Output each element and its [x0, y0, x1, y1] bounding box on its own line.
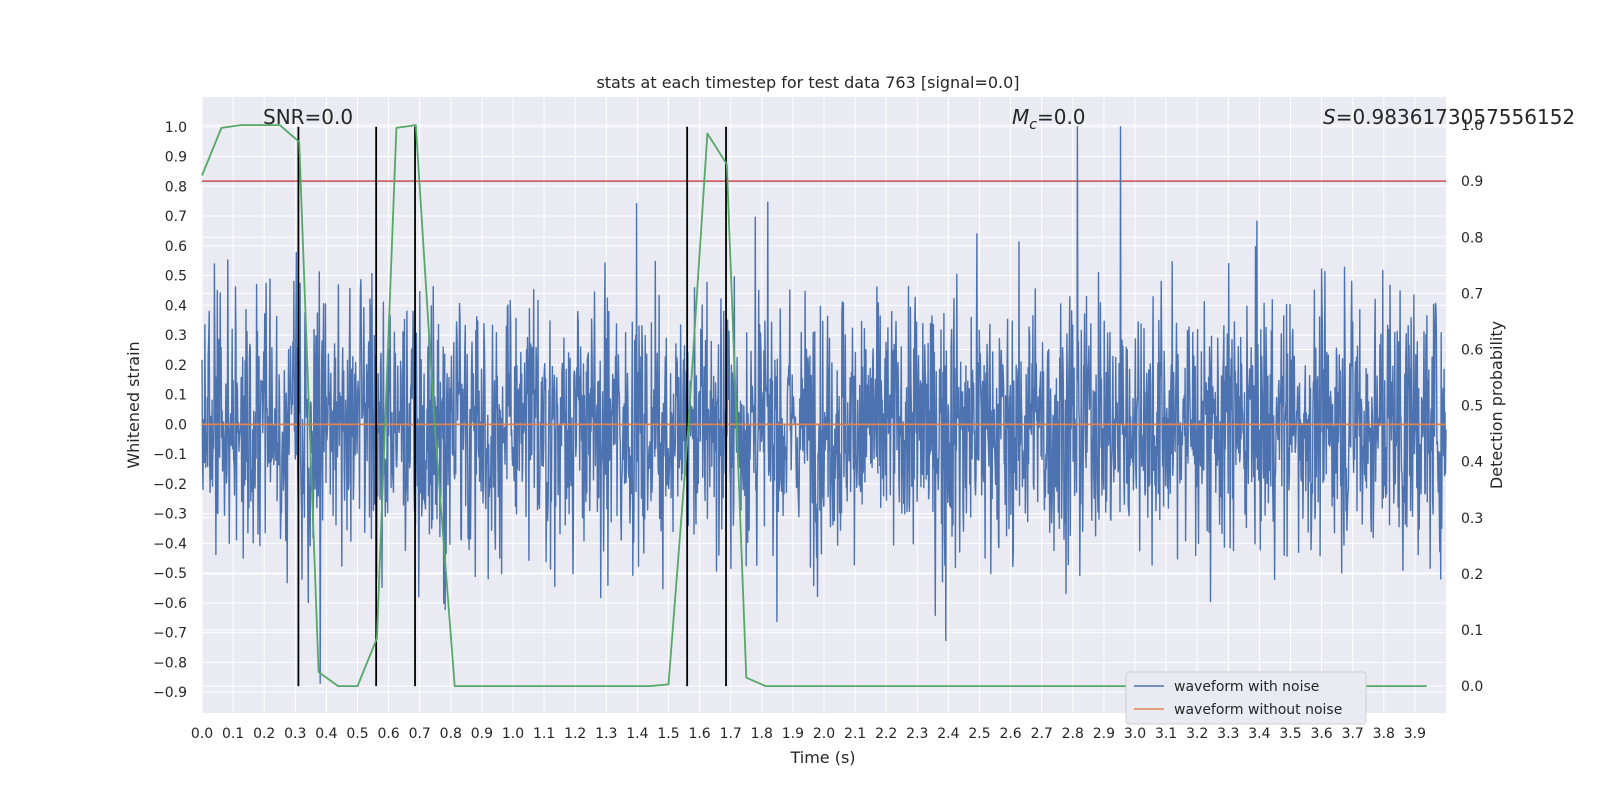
y-tick-label-7: 0.3 — [165, 328, 187, 344]
snr-annotation: SNR=0.0 — [263, 105, 353, 129]
x-tick-label-9: 0.9 — [471, 726, 493, 742]
y2-tick-label-8: 0.2 — [1461, 567, 1483, 583]
legend: waveform with noise waveform without noi… — [1125, 671, 1367, 725]
x-tick-label-1: 0.1 — [222, 726, 244, 742]
y-tick-label-11: −0.1 — [153, 447, 187, 463]
mc-value: =0.0 — [1037, 105, 1086, 129]
x-tick-label-18: 1.8 — [751, 726, 773, 742]
y2-tick-label-7: 0.3 — [1461, 511, 1483, 527]
x-tick-label-31: 3.1 — [1155, 726, 1177, 742]
y2-axis-label: Detection probability — [1487, 321, 1506, 489]
x-tick-label-5: 0.5 — [346, 726, 368, 742]
y2-tick-label-4: 0.6 — [1461, 342, 1483, 358]
y2-tick-label-5: 0.5 — [1461, 399, 1483, 415]
y2-tick-label-2: 0.8 — [1461, 230, 1483, 246]
y2-tick-label-1: 0.9 — [1461, 174, 1483, 190]
x-tick-label-3: 0.3 — [284, 726, 306, 742]
x-tick-label-28: 2.8 — [1062, 726, 1084, 742]
x-tick-label-4: 0.4 — [315, 726, 337, 742]
y2-tick-label-3: 0.7 — [1461, 286, 1483, 302]
x-tick-label-21: 2.1 — [844, 726, 866, 742]
x-tick-label-25: 2.5 — [968, 726, 990, 742]
s-annotation: S=0.9836173057556152 — [1323, 105, 1575, 129]
y-tick-label-6: 0.4 — [165, 298, 187, 314]
x-tick-label-20: 2.0 — [813, 726, 835, 742]
x-tick-label-17: 1.7 — [720, 726, 742, 742]
x-tick-label-0: 0.0 — [191, 726, 213, 742]
x-tick-label-35: 3.5 — [1279, 726, 1301, 742]
x-tick-label-22: 2.2 — [875, 726, 897, 742]
mc-symbol: M — [1012, 105, 1029, 129]
s-symbol: S — [1323, 105, 1336, 129]
x-tick-label-32: 3.2 — [1186, 726, 1208, 742]
legend-box — [1125, 671, 1367, 725]
y-tick-label-0: 1.0 — [165, 120, 187, 136]
y2-tick-label-6: 0.4 — [1461, 455, 1483, 471]
waveform-with-noise-series — [201, 126, 1447, 684]
y-tick-label-10: 0.0 — [165, 417, 187, 433]
x-tick-label-16: 1.6 — [688, 726, 710, 742]
x-tick-label-2: 0.2 — [253, 726, 275, 742]
chart-title: stats at each timestep for test data 763… — [596, 73, 1019, 92]
x-tick-label-29: 2.9 — [1093, 726, 1115, 742]
y2-tick-labels: 1.0 0.9 0.8 0.7 0.6 0.5 0.4 0.3 0.2 0.1 0.0 — [1461, 118, 1483, 695]
x-tick-label-14: 1.4 — [626, 726, 648, 742]
y-tick-label-17: −0.7 — [153, 626, 187, 642]
legend-label-clean: waveform without noise — [1174, 702, 1342, 718]
y-tick-label-14: −0.4 — [153, 536, 187, 552]
x-tick-label-10: 1.0 — [502, 726, 524, 742]
legend-label-noise: waveform with noise — [1174, 679, 1319, 695]
x-tick-label-33: 3.3 — [1217, 726, 1239, 742]
y-tick-label-12: −0.2 — [153, 477, 187, 493]
x-tick-label-13: 1.3 — [595, 726, 617, 742]
x-tick-label-30: 3.0 — [1124, 726, 1146, 742]
x-tick-label-34: 3.4 — [1248, 726, 1270, 742]
x-tick-label-36: 3.6 — [1310, 726, 1332, 742]
x-tick-label-27: 2.7 — [1031, 726, 1053, 742]
y-tick-label-5: 0.5 — [165, 269, 187, 285]
x-tick-label-38: 3.8 — [1373, 726, 1395, 742]
y-tick-label-4: 0.6 — [165, 239, 187, 255]
x-tick-label-8: 0.8 — [440, 726, 462, 742]
x-tick-label-7: 0.7 — [409, 726, 431, 742]
y-tick-label-8: 0.2 — [165, 358, 187, 374]
x-tick-label-15: 1.5 — [657, 726, 679, 742]
waveform-with-noise-line — [201, 126, 1447, 684]
x-tick-label-39: 3.9 — [1404, 726, 1426, 742]
x-tick-label-24: 2.4 — [937, 726, 959, 742]
x-tick-label-12: 1.2 — [564, 726, 586, 742]
mc-subscript: c — [1029, 117, 1037, 133]
y-tick-label-15: −0.5 — [153, 566, 187, 582]
x-tick-label-19: 1.9 — [782, 726, 804, 742]
y-tick-labels: 1.0 0.9 0.8 0.7 0.6 0.5 0.4 0.3 0.2 0.1 0.0 −0.1 −0.… — [153, 120, 187, 701]
y-tick-label-9: 0.1 — [165, 388, 187, 404]
x-tick-label-23: 2.3 — [906, 726, 928, 742]
y2-tick-label-0: 1.0 — [1461, 118, 1483, 134]
y-tick-label-16: −0.6 — [153, 596, 187, 612]
s-value: =0.9836173057556152 — [1336, 105, 1575, 129]
y2-tick-label-10: 0.0 — [1461, 679, 1483, 695]
x-tick-labels: 0.0 0.1 0.2 0.3 0.4 0.5 0.6 0.7 0.8 0.9 1.0 1.1 1.2 1… — [191, 726, 1426, 742]
y-tick-label-2: 0.8 — [165, 179, 187, 195]
mc-annotation: Mc=0.0 — [1012, 105, 1086, 133]
x-tick-label-26: 2.6 — [999, 726, 1021, 742]
x-tick-label-37: 3.7 — [1342, 726, 1364, 742]
y-tick-label-3: 0.7 — [165, 209, 187, 225]
y-tick-label-13: −0.3 — [153, 507, 187, 523]
y2-tick-label-9: 0.1 — [1461, 623, 1483, 639]
y-axis-label: Whitened strain — [124, 341, 143, 468]
y-tick-label-18: −0.8 — [153, 655, 187, 671]
vertical-markers — [297, 126, 727, 687]
y-tick-label-19: −0.9 — [153, 685, 187, 701]
y-tick-label-1: 0.9 — [165, 150, 187, 166]
x-axis-label: Time (s) — [789, 748, 855, 767]
x-tick-label-6: 0.6 — [377, 726, 399, 742]
x-tick-label-11: 1.1 — [533, 726, 555, 742]
